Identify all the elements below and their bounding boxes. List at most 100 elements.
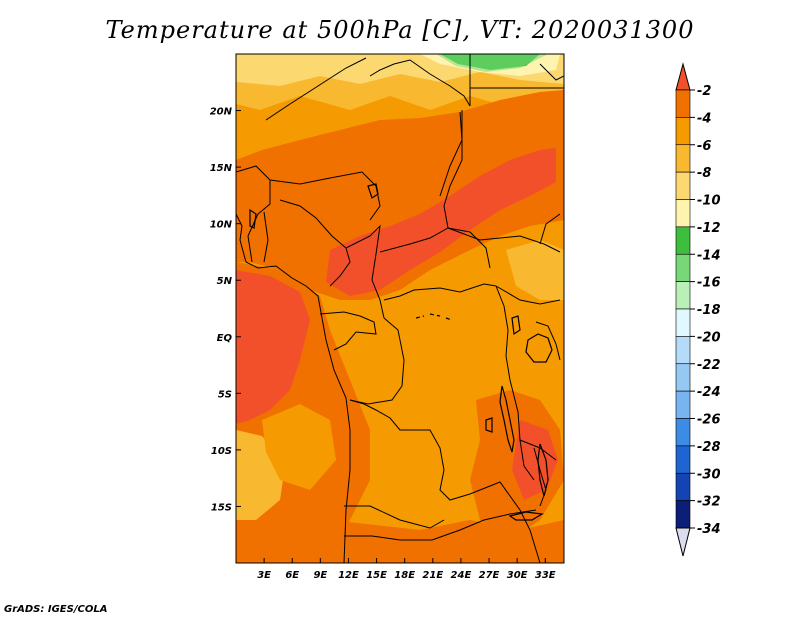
border-sudan-west: [439, 111, 463, 197]
border-sudan-south: [447, 227, 561, 253]
border-uganda-kenya: [535, 321, 561, 361]
border-angola-zambia: [344, 505, 445, 529]
credit-label: GrADS: IGES/COLA: [4, 604, 108, 615]
lake-kariba: [508, 511, 544, 521]
colorbar-label: -6: [697, 139, 711, 154]
colorbar-segment: [675, 117, 691, 146]
y-tick-label: 10S: [211, 446, 232, 457]
field-warm-band: [236, 90, 564, 300]
colorbar-label: -10: [697, 194, 721, 209]
colorbar-segment: [675, 199, 691, 228]
field-west-warmest: [236, 270, 310, 424]
border-malawi: [533, 447, 547, 507]
y-tick-label: 15S: [211, 502, 232, 513]
chart-title: Temperature at 500hPa [C], VT: 202003130…: [105, 16, 695, 44]
colorbar-segment: [675, 472, 691, 501]
border-niger-chad: [443, 110, 463, 229]
lake-dashes-central: [415, 313, 453, 321]
border-nigeria-cameroon: [345, 224, 385, 319]
colorbar-segment: [675, 171, 691, 200]
field-light-green-north: [436, 54, 548, 72]
colorbar-label: -28: [697, 440, 721, 455]
colorbar-label: -32: [697, 495, 721, 510]
colorbar-label: -14: [697, 248, 721, 263]
border-algeria-libya: [369, 59, 471, 107]
y-tick-label: 20N: [210, 107, 233, 118]
border-egypt-east: [539, 63, 564, 81]
y-tick-label: 15N: [210, 163, 233, 174]
colorbar-segment: [675, 363, 691, 392]
colorbar-segment: [675, 253, 691, 282]
colorbar-segment: [675, 308, 691, 337]
lake-mweru: [485, 417, 493, 433]
country-borders: [236, 54, 564, 563]
colorbar-top-triangle: [675, 62, 691, 91]
field-central-warm: [390, 130, 450, 186]
colorbar-label: -24: [697, 385, 721, 400]
x-tick-label: 21E: [422, 570, 443, 581]
colorbar-segment: [675, 226, 691, 255]
field-south-warm: [236, 520, 564, 563]
border-car-south: [383, 283, 497, 301]
colorbar-segment: [675, 418, 691, 447]
x-tick-label: 18E: [394, 570, 415, 581]
x-tick-label: 27E: [479, 570, 500, 581]
field-pale-patch-ne: [506, 240, 564, 300]
y-tick-label: EQ: [217, 333, 233, 344]
lakes: [249, 183, 553, 521]
colorbar-label: -16: [697, 276, 721, 291]
border-zambia-zimbabwe: [431, 509, 537, 541]
x-tick-label: 3E: [257, 570, 271, 581]
x-tick-label: 15E: [366, 570, 387, 581]
x-tick-label: 9E: [313, 570, 327, 581]
y-tick-label: 10N: [210, 220, 233, 231]
border-drc-angola: [349, 399, 521, 511]
lake-malawi: [537, 443, 549, 497]
colorbar-label: -30: [697, 467, 721, 482]
colorbar-segment: [675, 500, 691, 529]
border-gabon: [319, 311, 377, 351]
colorbar: -2 -4 -6 -8 -10 -12 -14 -16 -18 -20 -22 -24 -26 -28 -3…: [675, 62, 721, 557]
border-drc-east: [495, 285, 535, 481]
border-nigeria: [279, 199, 351, 287]
colorbar-label: -8: [697, 166, 711, 181]
x-tick-label: 12E: [338, 570, 359, 581]
colorbar-label: -4: [697, 111, 711, 126]
border-mali-burkina: [236, 165, 271, 237]
coastline-west: [236, 213, 351, 563]
colorbar-segment: [675, 89, 691, 118]
border-benin-togo: [263, 211, 269, 263]
colorbar-segment: [675, 445, 691, 474]
border-niger-mali: [265, 57, 367, 121]
y-axis: 20N 15N 10N 5N EQ 5S 10S 15S: [210, 107, 241, 513]
field-east-warmest: [512, 420, 558, 500]
border-ethiopia: [539, 213, 561, 245]
colorbar-segment: [675, 281, 691, 310]
temperature-field: [236, 54, 564, 563]
y-tick-label: 5N: [217, 276, 233, 287]
colorbar-label: -26: [697, 413, 721, 428]
x-tick-label: 30E: [507, 570, 528, 581]
colorbar-label: -22: [697, 358, 721, 373]
colorbar-label: -2: [697, 84, 711, 99]
border-congo-drc: [349, 317, 405, 405]
colorbar-label: -12: [697, 221, 721, 236]
lake-chad: [367, 183, 379, 199]
x-tick-label: 24E: [451, 570, 472, 581]
border-niger-south: [269, 171, 381, 221]
x-tick-label: 33E: [535, 570, 556, 581]
field-warmest-band: [326, 148, 556, 296]
y-tick-label: 5S: [218, 389, 232, 400]
border-ghana: [247, 235, 253, 263]
lake-volta: [249, 208, 257, 229]
border-south-sudan: [495, 285, 561, 305]
colorbar-label: -34: [697, 522, 721, 537]
x-axis: 3E 6E 9E 12E 15E 18E 21E 24E 27E 30E 33E: [257, 558, 556, 581]
lake-victoria: [525, 333, 553, 363]
colorbar-label: -18: [697, 303, 721, 318]
colorbar-label: -20: [697, 330, 721, 345]
border-angola-namibia: [344, 535, 432, 541]
x-tick-label: 6E: [285, 570, 299, 581]
map-frame: [235, 53, 565, 564]
